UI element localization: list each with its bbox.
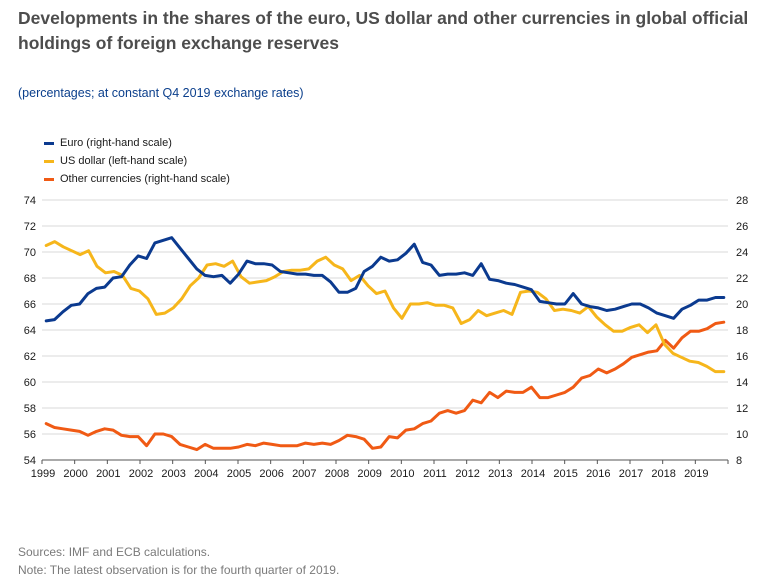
legend-item-other: Other currencies (right-hand scale): [44, 170, 230, 188]
x-tick-label-2018: 2018: [651, 468, 675, 480]
x-tick-label-2007: 2007: [292, 468, 316, 480]
x-tick-label-2012: 2012: [455, 468, 479, 480]
x-tick-label-2002: 2002: [129, 468, 153, 480]
legend-label-euro: Euro (right-hand scale): [60, 137, 172, 149]
x-tick-label-2000: 2000: [63, 468, 87, 480]
x-tick-label-2005: 2005: [227, 468, 251, 480]
x-tick-label-2014: 2014: [521, 468, 545, 480]
chart-legend: Euro (right-hand scale) US dollar (left-…: [44, 134, 230, 188]
right-tick-label-24: 24: [736, 247, 748, 259]
x-tick-label-2008: 2008: [325, 468, 349, 480]
right-tick-label-22: 22: [736, 273, 748, 285]
chart-subtitle: (percentages; at constant Q4 2019 exchan…: [18, 86, 304, 100]
right-tick-label-10: 10: [736, 429, 748, 441]
x-tick-label-2019: 2019: [684, 468, 708, 480]
left-tick-label-64: 64: [24, 325, 36, 337]
x-tick-label-2017: 2017: [619, 468, 643, 480]
series-line-other: [44, 320, 726, 452]
legend-label-other: Other currencies (right-hand scale): [60, 173, 230, 185]
left-tick-label-70: 70: [24, 247, 36, 259]
legend-item-usd: US dollar (left-hand scale): [44, 152, 230, 170]
x-tick-label-1999: 1999: [31, 468, 55, 480]
right-tick-label-16: 16: [736, 351, 748, 363]
left-tick-label-74: 74: [24, 195, 36, 207]
left-tick-label-68: 68: [24, 273, 36, 285]
left-tick-label-60: 60: [24, 377, 36, 389]
legend-swatch-other: [44, 177, 54, 181]
legend-swatch-usd: [44, 159, 54, 163]
left-tick-label-62: 62: [24, 351, 36, 363]
x-tick-label-2009: 2009: [357, 468, 381, 480]
x-tick-label-2003: 2003: [161, 468, 185, 480]
right-tick-label-20: 20: [736, 299, 748, 311]
sources-note: Sources: IMF and ECB calculations.: [18, 545, 211, 559]
chart-footer: Sources: IMF and ECB calculations. Note:…: [18, 543, 339, 579]
x-tick-label-2016: 2016: [586, 468, 610, 480]
x-tick-label-2006: 2006: [259, 468, 283, 480]
x-tick-label-2010: 2010: [390, 468, 414, 480]
series-line-usd: [44, 240, 726, 374]
left-tick-label-56: 56: [24, 429, 36, 441]
right-tick-label-14: 14: [736, 377, 748, 389]
chart-title: Developments in the shares of the euro, …: [18, 8, 749, 53]
legend-label-usd: US dollar (left-hand scale): [60, 155, 188, 167]
x-tick-label-2001: 2001: [96, 468, 120, 480]
series-line-euro: [44, 236, 726, 323]
right-tick-label-8: 8: [736, 455, 742, 467]
right-tick-label-28: 28: [736, 195, 748, 207]
left-tick-label-72: 72: [24, 221, 36, 233]
legend-item-euro: Euro (right-hand scale): [44, 134, 230, 152]
left-tick-label-58: 58: [24, 403, 36, 415]
observation-note: Note: The latest observation is for the …: [18, 563, 340, 577]
right-tick-label-18: 18: [736, 325, 748, 337]
left-tick-label-66: 66: [24, 299, 36, 311]
x-tick-label-2013: 2013: [488, 468, 512, 480]
right-tick-label-26: 26: [736, 221, 748, 233]
right-tick-label-12: 12: [736, 403, 748, 415]
x-tick-label-2011: 2011: [423, 468, 447, 480]
x-tick-label-2015: 2015: [553, 468, 577, 480]
legend-swatch-euro: [44, 141, 54, 145]
left-tick-label-54: 54: [24, 455, 36, 467]
x-tick-label-2004: 2004: [194, 468, 218, 480]
